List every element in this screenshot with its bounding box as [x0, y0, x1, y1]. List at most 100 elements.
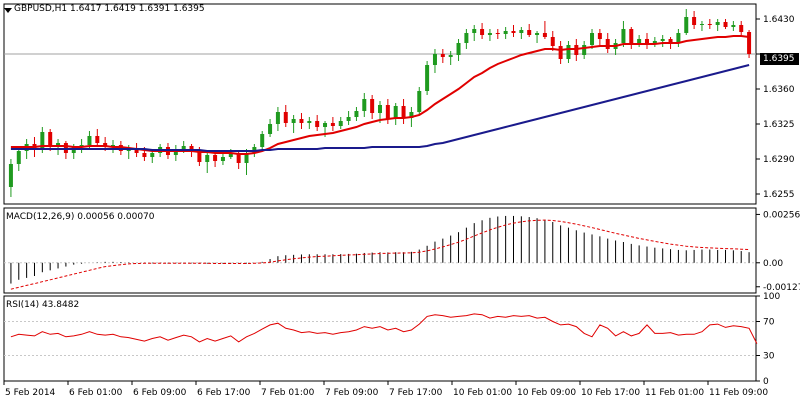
dropdown-triangle-icon[interactable] — [4, 8, 12, 13]
candle-body — [354, 111, 359, 117]
candle-body — [205, 155, 210, 162]
candle-body — [723, 22, 728, 27]
candle-body — [605, 39, 610, 49]
candle-body — [142, 153, 147, 157]
candle-body — [220, 157, 225, 161]
candle-body — [8, 164, 13, 187]
candle-body — [323, 123, 328, 127]
candle-body — [503, 31, 508, 34]
candle-body — [330, 123, 335, 126]
macd-signal-line — [10, 219, 750, 290]
candle-body — [519, 30, 524, 33]
candle-body — [676, 33, 681, 43]
candle-body — [731, 25, 736, 27]
candle-body — [134, 149, 139, 153]
time-tick-label: 6 Feb 09:00 — [133, 388, 187, 398]
chart-title: GBPUSD,H1 1.6417 1.6419 1.6391 1.6395 — [14, 4, 205, 14]
candle-body — [315, 121, 320, 127]
macd-panel-frame — [3, 207, 757, 294]
candle-body — [637, 39, 642, 43]
macd-tick-label: -0.00127 — [763, 283, 800, 293]
candle-body — [535, 33, 540, 35]
candle-body — [582, 45, 587, 55]
candle-body — [307, 121, 312, 123]
candle-body — [40, 132, 45, 149]
candle-body — [747, 32, 752, 54]
rsi-panel-frame — [3, 295, 757, 382]
candle-body — [715, 22, 720, 25]
candle-body — [378, 105, 382, 113]
time-tick-label: 6 Feb 01:00 — [69, 388, 123, 398]
candle-body — [480, 29, 485, 35]
candle-body — [699, 24, 704, 25]
time-tick-label: 11 Feb 01:00 — [645, 388, 704, 398]
candle-body — [370, 99, 375, 113]
ema-slow-line — [10, 64, 750, 152]
time-tick-label: 10 Feb 17:00 — [581, 388, 640, 398]
candle-body — [597, 33, 602, 39]
candle-body — [566, 45, 571, 59]
candle-body — [283, 112, 288, 123]
candle-body — [409, 112, 414, 118]
candle-body — [472, 29, 477, 33]
candle-body — [299, 119, 304, 123]
candle-body — [590, 33, 595, 45]
candle-body — [432, 54, 437, 65]
price-panel-frame — [3, 3, 757, 205]
price-tick-label: 1.6360 — [763, 85, 795, 95]
candle-body — [464, 33, 469, 43]
candle-body — [456, 43, 461, 55]
candle-body — [487, 33, 492, 35]
rsi-tick-label: 0 — [763, 377, 769, 387]
candle-body — [401, 106, 406, 118]
candle-body — [558, 46, 563, 59]
candle-body — [668, 39, 673, 43]
candle-body — [236, 153, 241, 163]
candle-body — [338, 121, 343, 126]
candle-body — [181, 146, 186, 149]
candle-body — [393, 106, 398, 119]
candle-body — [260, 134, 265, 147]
time-tick-label: 7 Feb 09:00 — [325, 388, 379, 398]
macd-tick-label: 0.00256 — [763, 210, 800, 220]
candle-body — [425, 65, 430, 91]
candle-body — [48, 132, 53, 147]
candle-body — [346, 117, 351, 121]
candle-body — [244, 153, 249, 163]
candle-body — [87, 136, 92, 145]
candle-body — [440, 54, 445, 57]
time-tick-label: 6 Feb 17:00 — [197, 388, 251, 398]
candle-body — [213, 155, 218, 161]
macd-label: MACD(12,26,9) 0.00056 0.00070 — [6, 212, 155, 222]
candle-body — [150, 153, 155, 157]
candle-body — [511, 31, 516, 33]
price-tick-label: 1.6255 — [763, 190, 795, 200]
time-tick-label: 7 Feb 17:00 — [389, 388, 443, 398]
candle-body — [385, 105, 390, 119]
candle-body — [550, 37, 555, 46]
rsi-tick-label: 70 — [763, 318, 775, 328]
rsi-tick-label: 100 — [763, 292, 780, 302]
candle-body — [495, 33, 500, 34]
candle-body — [644, 39, 649, 43]
candle-body — [189, 146, 194, 151]
macd-tick-label: 0.00 — [763, 259, 783, 269]
candle-body — [707, 24, 712, 25]
candle-body — [362, 99, 367, 111]
candle-body — [197, 151, 202, 162]
candle-body — [692, 17, 697, 25]
candle-body — [16, 151, 21, 164]
price-tick-label: 1.6430 — [763, 15, 795, 25]
candle-body — [448, 55, 453, 57]
rsi-line — [10, 313, 758, 344]
candle-body — [95, 136, 100, 143]
candle-body — [621, 29, 626, 43]
candle-body — [542, 33, 547, 37]
time-tick-label: 11 Feb 09:00 — [709, 388, 768, 398]
rsi-label: RSI(14) 43.8482 — [6, 300, 80, 310]
candle-body — [684, 17, 689, 33]
candle-body — [652, 41, 657, 43]
time-tick-label: 5 Feb 2014 — [5, 388, 56, 398]
time-tick-label: 10 Feb 01:00 — [453, 388, 512, 398]
